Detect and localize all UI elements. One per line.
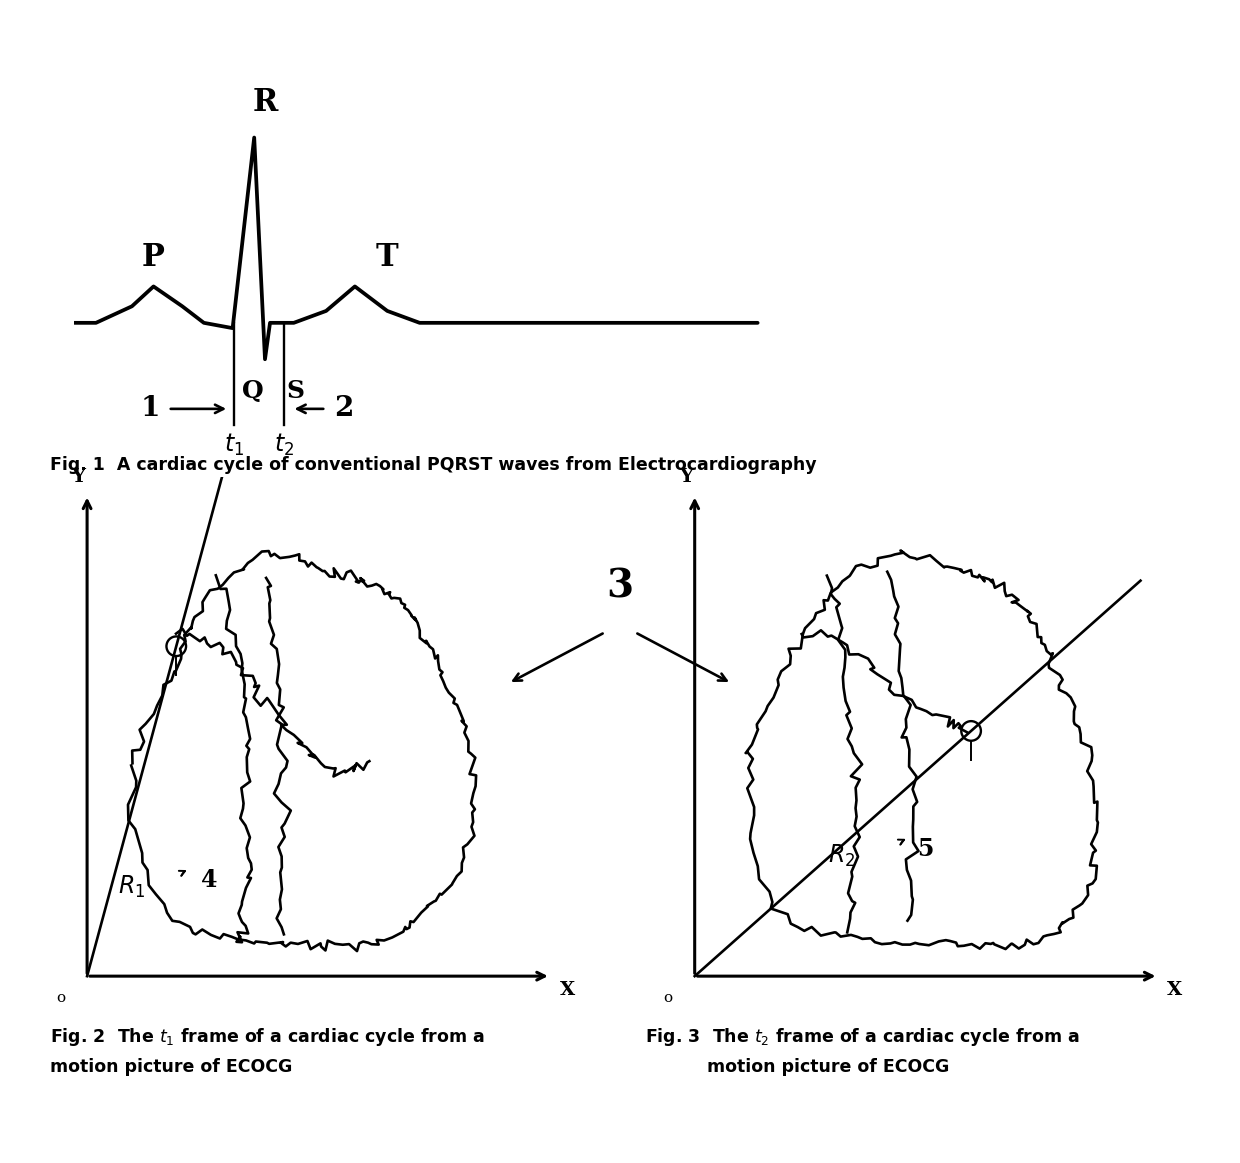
Text: Y: Y (71, 468, 86, 486)
Text: 2: 2 (335, 395, 353, 422)
Text: P: P (143, 242, 165, 273)
Text: motion picture of ECOCG: motion picture of ECOCG (50, 1058, 291, 1076)
Text: o: o (663, 991, 672, 1006)
Text: $t_1$: $t_1$ (224, 431, 244, 458)
Text: S: S (286, 379, 305, 404)
Text: Fig. 1  A cardiac cycle of conventional PQRST waves from Electrocardiography: Fig. 1 A cardiac cycle of conventional P… (50, 456, 816, 473)
Text: Y: Y (678, 468, 693, 486)
Text: T: T (376, 242, 398, 273)
Text: X: X (559, 980, 575, 999)
Text: X: X (1167, 980, 1183, 999)
Text: 4: 4 (201, 869, 217, 892)
Text: 5: 5 (918, 837, 934, 861)
Text: 1: 1 (140, 395, 160, 422)
Text: 3: 3 (606, 568, 634, 605)
Text: motion picture of ECOCG: motion picture of ECOCG (707, 1058, 949, 1076)
Text: $R_2$: $R_2$ (828, 843, 856, 869)
Text: Q: Q (242, 379, 264, 404)
Text: Fig. 3  The $t_2$ frame of a cardiac cycle from a: Fig. 3 The $t_2$ frame of a cardiac cycl… (645, 1026, 1080, 1048)
Text: $R_1$: $R_1$ (118, 873, 145, 900)
Text: Fig. 2  The $t_1$ frame of a cardiac cycle from a: Fig. 2 The $t_1$ frame of a cardiac cycl… (50, 1026, 485, 1048)
Text: R: R (252, 87, 278, 117)
Text: o: o (56, 991, 64, 1006)
Text: $t_2$: $t_2$ (274, 431, 294, 458)
